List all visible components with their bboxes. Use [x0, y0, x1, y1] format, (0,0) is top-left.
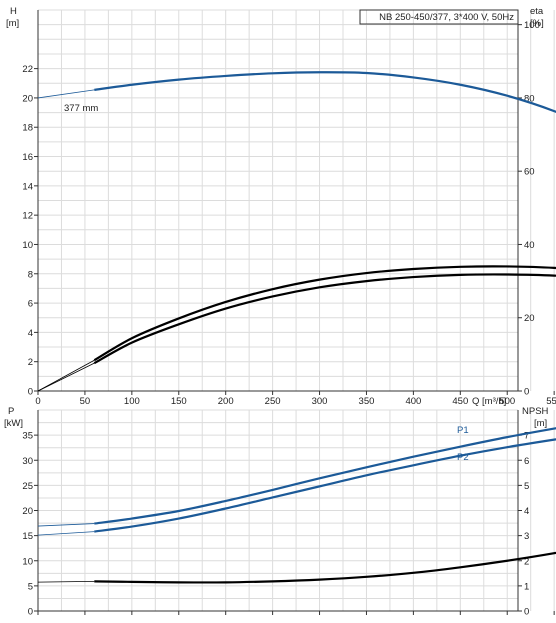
left-axis-tick-label: 35	[22, 431, 33, 442]
x-axis-tick-label: 0	[35, 396, 40, 407]
left-axis-tick-label: 4	[28, 328, 33, 339]
panel-head-efficiency: 0 2 4 6 8 10 12 14 16 18 20 22 H[m] 0 20 40 60 80 100 eta[%…	[6, 6, 556, 407]
x-axis-tick-label: 400	[405, 396, 421, 407]
left-axis-tick-label: 20	[22, 93, 33, 104]
right-axis-tick-label: 20	[524, 313, 535, 324]
left-axis-tick-label: 6	[28, 299, 33, 310]
series-extension-line	[37, 362, 95, 392]
right-axis-unit: [%]	[530, 18, 544, 29]
chart-title-box	[359, 9, 519, 25]
left-axis-tick-label: 8	[28, 269, 33, 280]
right-axis-tick-label: 0	[524, 607, 529, 618]
x-axis-tick-label: 300	[312, 396, 328, 407]
left-axis-tick-label: 10	[22, 240, 33, 251]
x-axis-tick-label: 200	[218, 396, 234, 407]
series-extension-line	[37, 359, 95, 392]
right-axis-unit: [m]	[534, 418, 547, 429]
right-axis-tick-label: 40	[524, 240, 535, 251]
x-axis-tick-label: 100	[124, 396, 140, 407]
x-axis-tick-label: 500	[499, 396, 515, 407]
x-axis-tick-label: 450	[452, 396, 468, 407]
series-p2	[94, 438, 556, 533]
left-axis-tick-label: 14	[22, 181, 33, 192]
left-axis-tick-label: 22	[22, 64, 33, 75]
right-axis-tick-label: 60	[524, 167, 535, 178]
left-axis-tick-label: 10	[22, 556, 33, 567]
left-axis-tick-label: 20	[22, 506, 33, 517]
series-curve-1	[93, 265, 556, 362]
right-axis-label: eta	[530, 6, 544, 17]
panel-power-npsh: 0 5 10 15 20 25 30 35 P[kW] 0 1 2 3 4 5 6 7 NPSH[m] P1 P2	[4, 406, 556, 618]
right-axis-tick-label: 7	[524, 431, 529, 442]
left-axis-unit: [m]	[6, 18, 19, 29]
left-axis-label: H	[10, 6, 17, 17]
chart-title: NB 250-450/377, 3*400 V, 50Hz	[379, 12, 514, 23]
x-axis-tick-label: 50	[80, 396, 91, 407]
series-p1	[94, 427, 556, 525]
left-axis-tick-label: 18	[22, 123, 33, 134]
left-axis-tick-label: 15	[22, 531, 33, 542]
left-axis-tick-label: 2	[28, 357, 33, 368]
left-axis-tick-label: 0	[28, 607, 33, 618]
x-axis-tick-label: 350	[359, 396, 375, 407]
left-axis-unit: [kW]	[4, 418, 23, 429]
right-axis-tick-label: 4	[524, 506, 529, 517]
right-axis-tick-label: 100	[524, 20, 540, 31]
series-curve-2	[94, 551, 556, 584]
left-axis-label: P	[8, 406, 14, 417]
series-extension-line	[37, 580, 95, 583]
left-axis-tick-label: 25	[22, 481, 33, 492]
right-axis-tick-label: 3	[524, 531, 529, 542]
series-extension-line	[37, 89, 95, 99]
series-curve-2	[93, 273, 556, 365]
series-label-377mm: 377 mm	[64, 103, 98, 114]
right-axis-tick-label: 2	[524, 556, 529, 567]
series-extension-line	[37, 523, 95, 527]
series-377-mm	[94, 71, 556, 114]
left-axis-tick-label: 30	[22, 456, 33, 467]
series-label-p2: P2	[457, 452, 469, 463]
right-axis-tick-label: 1	[524, 581, 529, 592]
left-axis-tick-label: 5	[28, 581, 33, 592]
x-axis-label: Q [m³/h]	[472, 396, 506, 407]
right-axis-tick-label: 6	[524, 456, 529, 467]
right-axis-tick-label: 0	[524, 387, 529, 398]
left-axis-tick-label: 0	[28, 387, 33, 398]
right-axis-label: NPSH	[522, 406, 549, 417]
series-extension-line	[37, 531, 95, 536]
right-axis-tick-label: 80	[524, 93, 535, 104]
x-axis-tick-label: 150	[171, 396, 187, 407]
series-label-p1: P1	[457, 425, 469, 436]
x-axis-tick-label: 550	[546, 396, 556, 407]
x-axis-tick-label: 250	[265, 396, 281, 407]
left-axis-tick-label: 12	[22, 211, 33, 222]
left-axis-tick-label: 16	[22, 152, 33, 163]
right-axis-tick-label: 5	[524, 481, 529, 492]
